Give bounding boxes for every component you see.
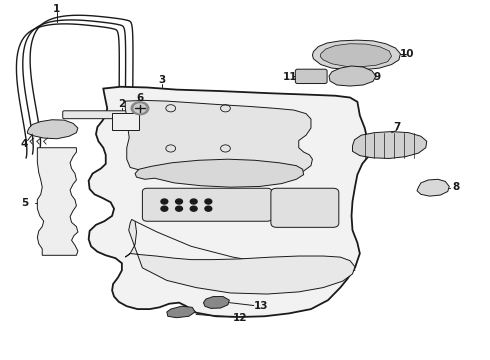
Bar	[112, 113, 139, 130]
Polygon shape	[320, 44, 392, 67]
Polygon shape	[135, 159, 304, 187]
Polygon shape	[329, 66, 376, 86]
Text: 7: 7	[393, 122, 400, 132]
Text: 10: 10	[400, 49, 415, 59]
Text: 12: 12	[233, 313, 247, 323]
Circle shape	[175, 199, 182, 204]
Polygon shape	[125, 220, 355, 294]
Text: 6: 6	[136, 93, 144, 103]
Circle shape	[161, 199, 168, 204]
Circle shape	[205, 206, 212, 211]
Text: 11: 11	[283, 72, 297, 82]
Text: 8: 8	[452, 182, 460, 192]
Polygon shape	[37, 148, 78, 255]
Text: 3: 3	[158, 75, 166, 85]
FancyBboxPatch shape	[63, 111, 212, 119]
Polygon shape	[203, 297, 229, 309]
FancyBboxPatch shape	[295, 69, 327, 84]
Circle shape	[205, 199, 212, 204]
Polygon shape	[313, 40, 400, 69]
Circle shape	[190, 199, 197, 204]
Text: 9: 9	[373, 72, 381, 82]
Text: 5: 5	[22, 198, 29, 208]
Circle shape	[131, 102, 149, 115]
Polygon shape	[352, 132, 427, 158]
Polygon shape	[125, 100, 313, 184]
Circle shape	[175, 206, 182, 211]
Circle shape	[161, 206, 168, 211]
FancyBboxPatch shape	[143, 188, 272, 221]
Text: 4: 4	[21, 139, 28, 149]
Circle shape	[134, 104, 146, 113]
Text: 2: 2	[118, 99, 125, 109]
Polygon shape	[89, 87, 369, 317]
Text: 13: 13	[253, 301, 268, 311]
Polygon shape	[417, 179, 449, 196]
Polygon shape	[27, 120, 78, 139]
Text: 1: 1	[53, 4, 60, 14]
Polygon shape	[167, 306, 195, 318]
FancyBboxPatch shape	[271, 188, 339, 227]
Circle shape	[190, 206, 197, 211]
